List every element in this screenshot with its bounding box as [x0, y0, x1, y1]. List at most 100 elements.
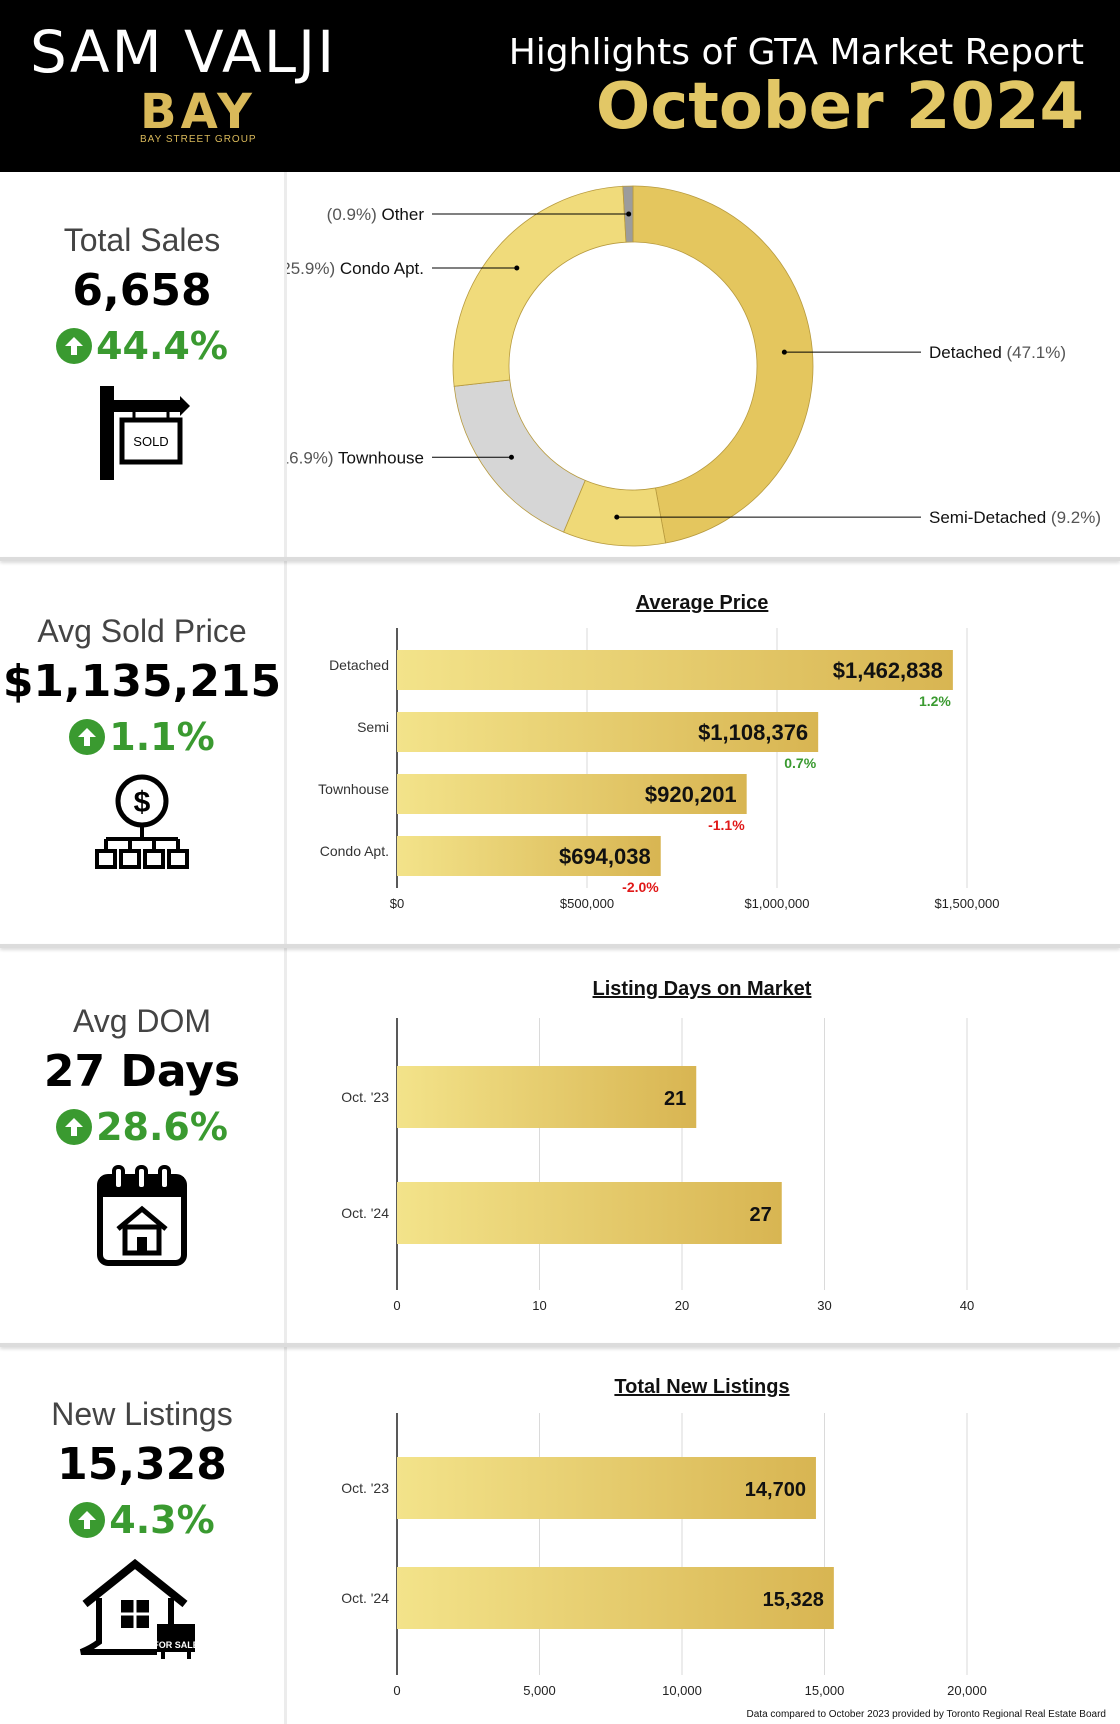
bar-value-label: $1,108,376	[698, 720, 808, 745]
stat-change: 28.6%	[0, 1105, 284, 1149]
bar-value-label: $920,201	[645, 782, 737, 807]
stat-change: 4.3%	[0, 1498, 284, 1542]
stat-label: Total Sales	[63, 222, 221, 258]
bar-semi	[397, 712, 819, 752]
category-label: Oct. '24	[341, 1205, 389, 1221]
donut-label-pct: (9.2%)	[1051, 508, 1101, 527]
donut-label-name: Other	[381, 205, 424, 224]
bar-oct-23	[397, 1066, 697, 1128]
stat-avg-sold-price: Avg Sold Price $1,135,215 1.1% $	[0, 613, 284, 873]
donut-label-name: Detached	[929, 343, 1002, 362]
agent-name: SAM VALJI	[30, 18, 337, 86]
x-tick-label: 40	[960, 1298, 974, 1313]
donut-slice-condo-apt-	[452, 185, 627, 387]
stat-change-value: 28.6%	[96, 1105, 228, 1149]
bar-change-label: 1.2%	[919, 693, 951, 709]
bar-change-label: -1.1%	[708, 817, 745, 833]
donut-slice-detached	[632, 185, 814, 544]
bar-change-label: 0.7%	[784, 755, 816, 771]
up-arrow-icon	[69, 719, 106, 755]
x-tick-label: $1,000,000	[744, 896, 809, 911]
donut-label-townhouse: (16.9%) Townhouse	[287, 448, 424, 467]
stat-value: 15,328	[57, 1439, 227, 1490]
donut-label-name: Townhouse	[338, 448, 424, 467]
section-divider	[0, 557, 1120, 561]
x-tick-label: 0	[393, 1298, 400, 1313]
bar-value-label: 15,328	[763, 1589, 824, 1611]
brand-subtext: BAY STREET GROUP	[140, 134, 257, 145]
donut-label-pct: (25.9%)	[287, 259, 335, 278]
bar-change-label: -2.0%	[622, 879, 659, 895]
x-tick-label: 20	[675, 1298, 689, 1313]
svg-text:$: $	[134, 786, 151, 819]
bar-oct-24	[397, 1567, 834, 1629]
dollar-network-icon: $	[0, 773, 284, 873]
stat-change-value: 1.1%	[109, 715, 215, 759]
stat-new-listings: New Listings 15,328 4.3% FOR SALE	[0, 1396, 284, 1660]
new-listings-bar-chart: 0 5,000 10,000 15,000 20,000 Oct. '23 14,700 Oc…	[341, 1413, 987, 1698]
stat-total-sales: Total Sales 6,658 44.4% SOLD	[0, 222, 284, 482]
bar-value-label: $1,462,838	[833, 658, 943, 683]
category-label: Oct. '23	[341, 1089, 389, 1105]
for-sale-text: FOR SALE	[153, 1640, 199, 1650]
category-label: Oct. '23	[341, 1480, 389, 1496]
chart-title-days-on-market: Listing Days on Market	[592, 978, 812, 1000]
category-label: Oct. '24	[341, 1590, 389, 1606]
sold-sign-icon: SOLD	[0, 382, 284, 482]
donut-label-pct: (0.9%)	[327, 205, 377, 224]
calendar-house-icon	[0, 1163, 284, 1267]
section-divider	[0, 944, 1120, 948]
donut-label-name: Condo Apt.	[340, 259, 424, 278]
house-for-sale-icon: FOR SALE	[0, 1556, 284, 1660]
up-arrow-icon	[56, 328, 93, 364]
bar-value-label: $694,038	[559, 844, 651, 869]
stat-value: 27 Days	[43, 1046, 241, 1097]
stat-change-value: 44.4%	[96, 324, 228, 368]
x-tick-label: 15,000	[805, 1683, 845, 1698]
category-label: Townhouse	[318, 781, 389, 797]
chart-title-new-listings: Total New Listings	[614, 1376, 790, 1398]
x-tick-label: $1,500,000	[934, 896, 999, 911]
brand-logo: BAY	[140, 84, 256, 140]
section-divider	[0, 1343, 1120, 1347]
donut-label-condo-apt-: (25.9%) Condo Apt.	[287, 259, 424, 278]
bar-condo-apt-	[397, 836, 661, 876]
donut-label-semi-detached: Semi-Detached (9.2%)	[929, 508, 1101, 527]
donut-label-detached: Detached (47.1%)	[929, 343, 1066, 362]
stat-label: New Listings	[51, 1396, 233, 1432]
days-on-market-bar-chart: 0 10 20 30 40 Oct. '23 21 Oct. '24 27	[341, 1018, 974, 1313]
vertical-divider	[284, 172, 287, 1724]
bar-value-label: 14,700	[745, 1479, 806, 1501]
average-price-bar-chart: $0 $500,000 $1,000,000 $1,500,000 Detached $1…	[318, 628, 1000, 911]
x-tick-label: 5,000	[523, 1683, 556, 1698]
x-tick-label: 10,000	[662, 1683, 702, 1698]
stat-change: 1.1%	[0, 715, 284, 759]
x-tick-label: $500,000	[560, 896, 614, 911]
up-arrow-icon	[56, 1109, 93, 1145]
bar-value-label: 27	[750, 1204, 772, 1226]
stat-label: Avg DOM	[72, 1003, 212, 1039]
bar-value-label: 21	[664, 1088, 686, 1110]
bar-oct-24	[397, 1182, 782, 1244]
x-tick-label: 20,000	[947, 1683, 987, 1698]
up-arrow-icon	[69, 1502, 106, 1538]
stat-avg-dom: Avg DOM 27 Days 28.6%	[0, 1003, 284, 1267]
footer-source-note: Data compared to October 2023 provided b…	[746, 1709, 1106, 1720]
property-type-donut-chart: Detached (47.1%) Semi-Detached (9.2%) (16.…	[287, 185, 1101, 547]
bar-townhouse	[397, 774, 747, 814]
donut-label-name: Semi-Detached	[929, 508, 1046, 527]
stat-change-value: 4.3%	[109, 1498, 215, 1542]
sold-sign-text: SOLD	[133, 434, 168, 449]
stat-value: $1,135,215	[2, 656, 282, 707]
donut-slice-townhouse	[453, 379, 586, 533]
x-tick-label: 0	[393, 1683, 400, 1698]
stat-label: Avg Sold Price	[37, 613, 247, 649]
report-date: October 2024	[595, 70, 1084, 144]
category-label: Semi	[357, 719, 389, 735]
category-label: Condo Apt.	[320, 843, 389, 859]
header-banner: SAM VALJI BAY BAY STREET GROUP Highlight…	[0, 0, 1120, 172]
category-label: Detached	[329, 657, 389, 673]
report-title: Highlights of GTA Market Report	[508, 32, 1084, 73]
bar-oct-23	[397, 1457, 816, 1519]
stat-value: 6,658	[72, 265, 212, 316]
